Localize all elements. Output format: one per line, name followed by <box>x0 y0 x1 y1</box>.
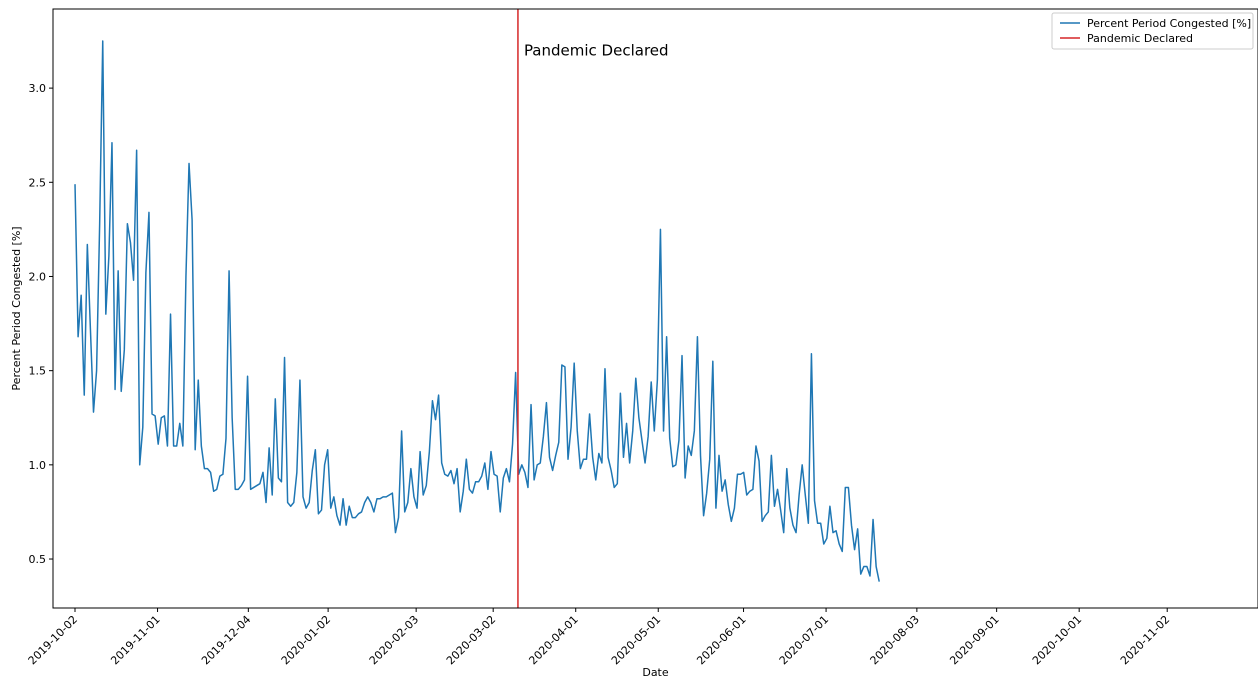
x-axis-label: Date <box>642 666 669 679</box>
x-tick-label: 2020-02-03 <box>367 613 421 667</box>
x-tick-label: 2020-04-01 <box>526 613 580 667</box>
legend-box <box>1051 12 1254 50</box>
legend-label-pandemic: Pandemic Declared <box>1087 32 1193 45</box>
y-tick-label: 2.0 <box>29 270 47 283</box>
y-axis: 0.5 1.0 1.5 2.0 2.5 3.0 <box>29 82 53 566</box>
y-tick-label: 3.0 <box>29 82 47 95</box>
x-tick-label: 2020-08-03 <box>868 613 922 667</box>
x-tick-label: 2019-10-02 <box>26 613 80 667</box>
y-axis-label: Percent Period Congested [%] <box>10 226 23 390</box>
x-tick-label: 2020-11-02 <box>1118 613 1172 667</box>
x-tick-label: 2020-05-01 <box>609 613 663 667</box>
y-tick-label: 0.5 <box>29 553 47 566</box>
legend: Percent Period Congested [%] Pandemic De… <box>1051 12 1254 50</box>
legend-label-congestion: Percent Period Congested [%] <box>1087 17 1251 30</box>
plot-area <box>74 9 880 608</box>
plot-frame <box>52 8 1258 609</box>
congestion-series-line <box>74 40 880 582</box>
x-tick-label: 2020-10-01 <box>1030 613 1084 667</box>
x-tick-label: 2019-12-04 <box>199 613 253 667</box>
x-tick-label: 2020-06-01 <box>694 613 748 667</box>
x-tick-label: 2020-09-01 <box>947 613 1001 667</box>
x-tick-label: 2020-03-02 <box>444 613 498 667</box>
y-tick-label: 1.0 <box>29 459 47 472</box>
x-axis: 2019-10-02 2019-11-01 2019-12-04 2020-01-02… <box>26 608 1172 667</box>
x-tick-label: 2019-11-01 <box>108 613 162 667</box>
y-tick-label: 2.5 <box>29 176 47 189</box>
pandemic-annotation: Pandemic Declared <box>524 41 669 59</box>
x-tick-label: 2020-01-02 <box>279 613 333 667</box>
x-tick-label: 2020-07-01 <box>777 613 831 667</box>
y-tick-label: 1.5 <box>29 365 47 378</box>
